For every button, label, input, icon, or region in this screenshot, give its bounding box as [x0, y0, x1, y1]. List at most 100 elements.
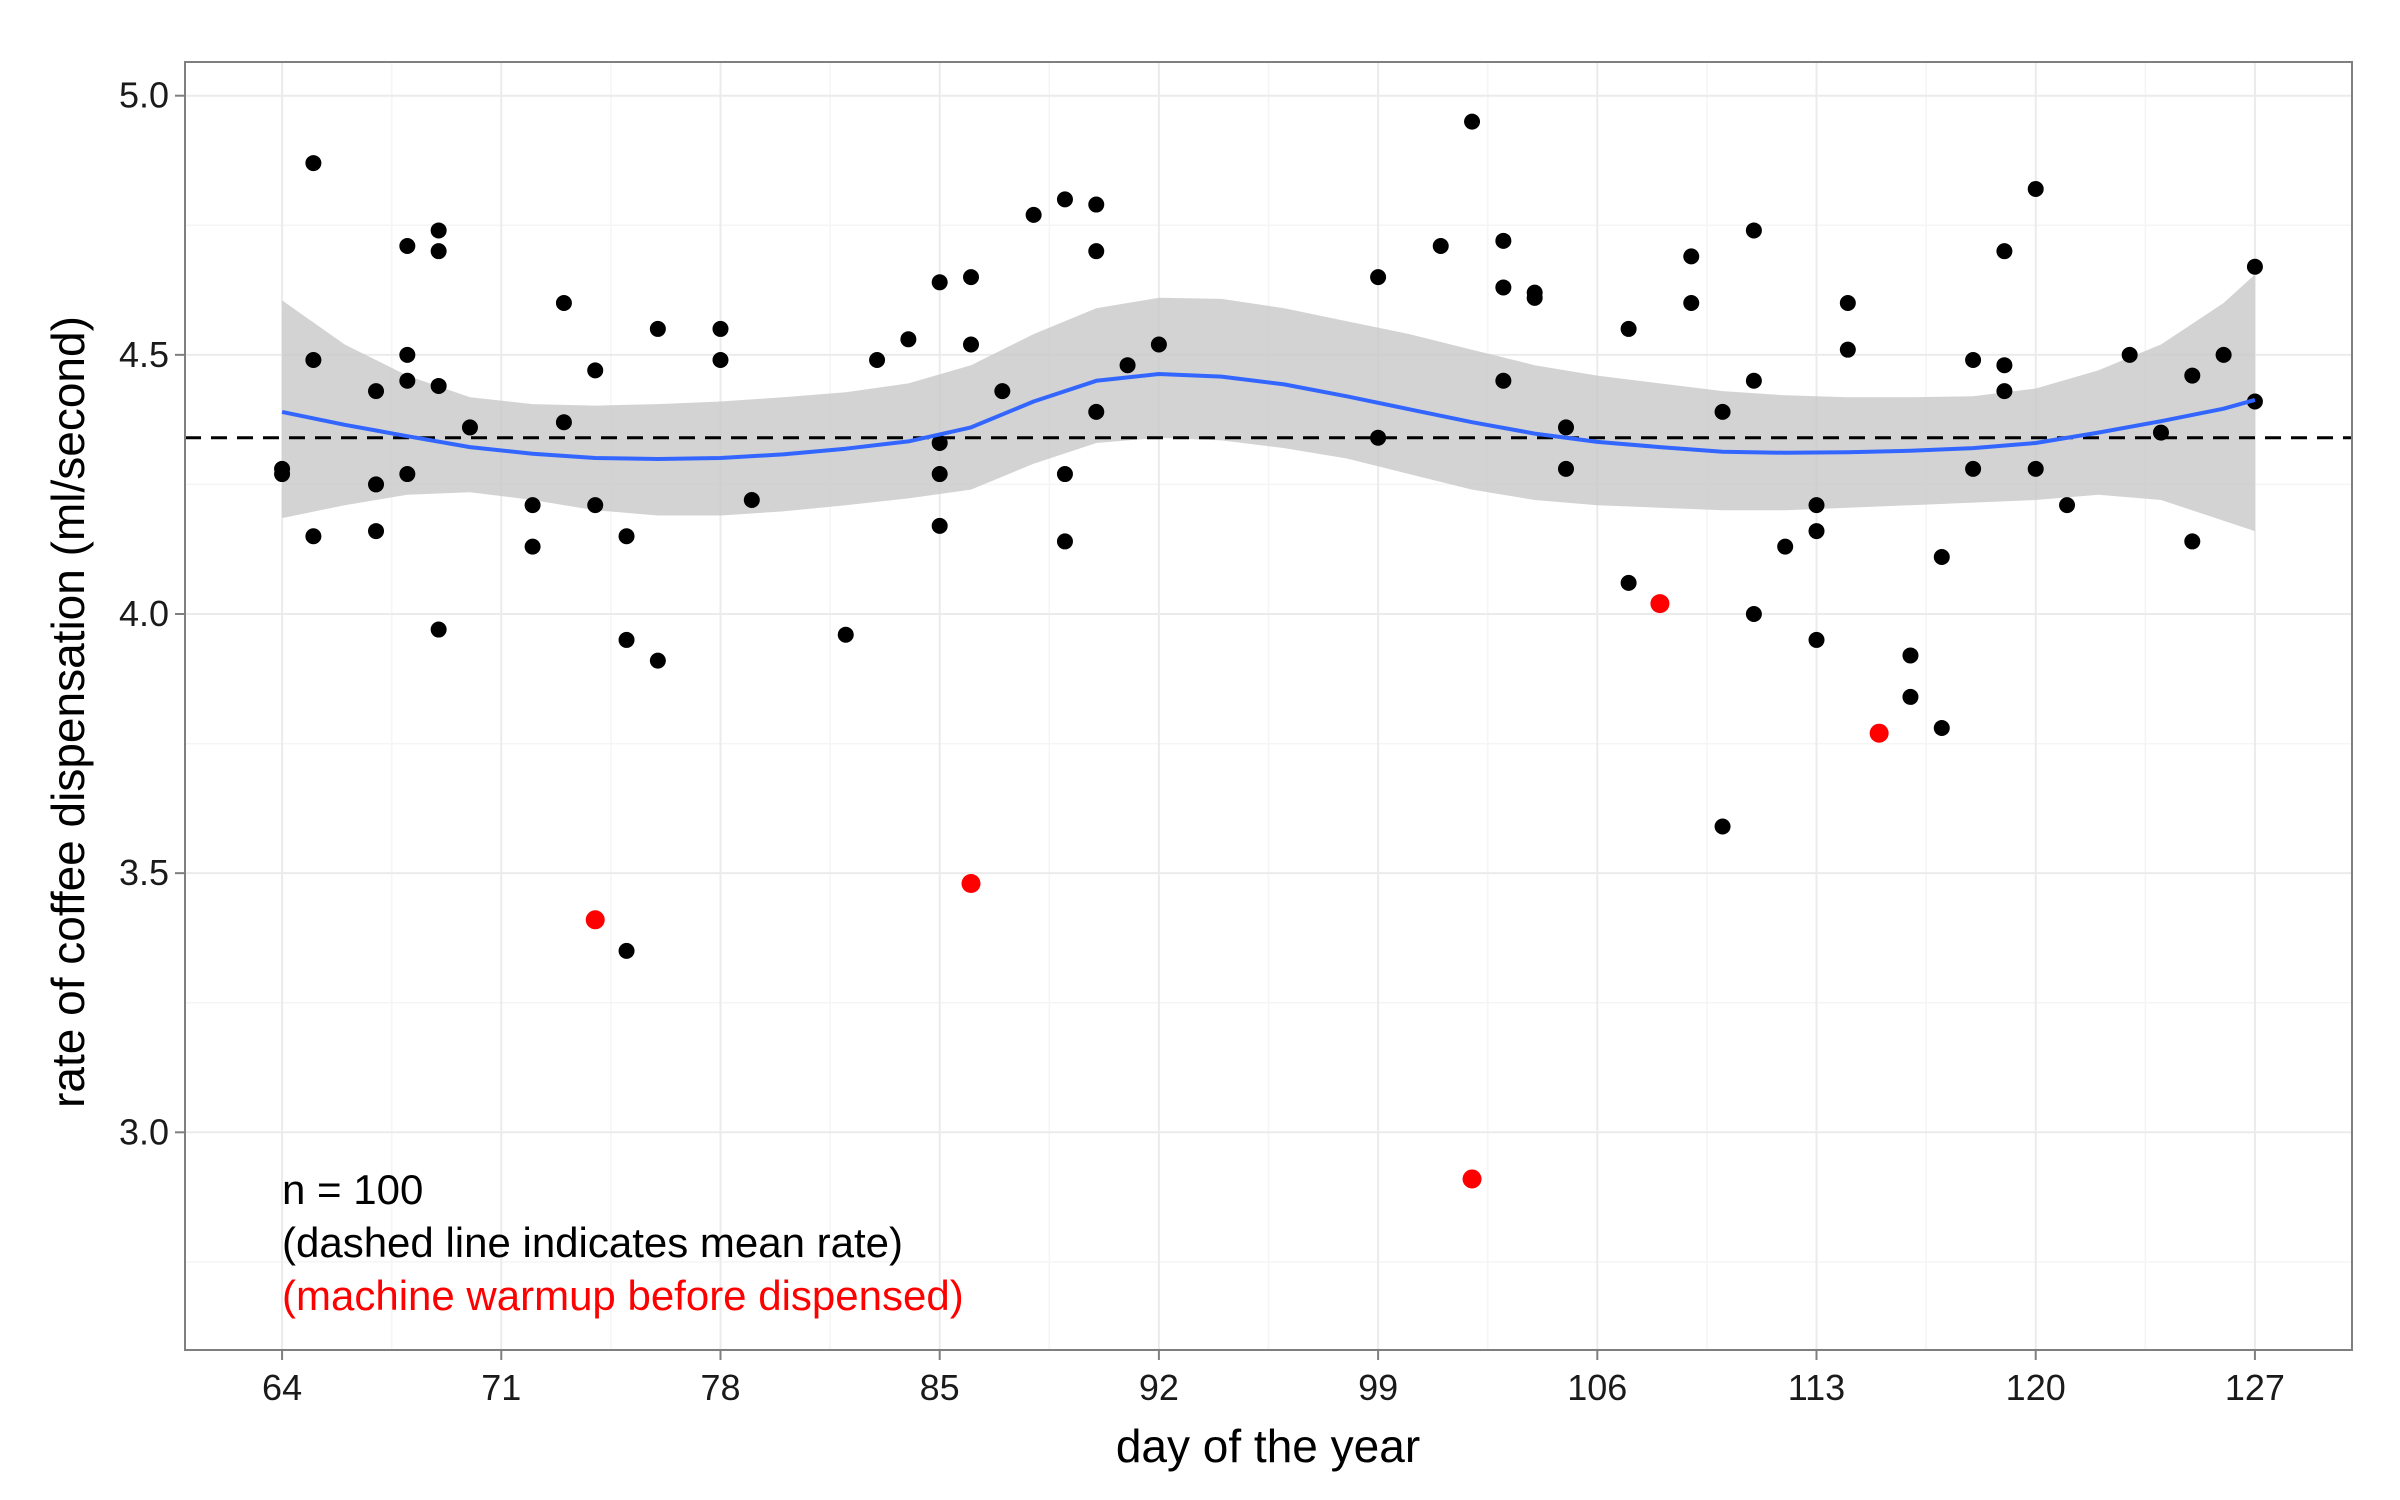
x-tick-label: 127 [2225, 1367, 2285, 1408]
annotation-warmup-note: (machine warmup before dispensed) [282, 1272, 964, 1319]
data-point [1714, 403, 1731, 420]
panel-frame-layer [184, 61, 2353, 1351]
data-point [399, 372, 416, 389]
data-point [1119, 357, 1136, 374]
data-point [587, 362, 604, 379]
data-point [1777, 538, 1794, 555]
data-point [1557, 419, 1574, 436]
y-tick-label: 3.0 [119, 1111, 169, 1152]
data-point [2027, 460, 2044, 477]
data-point [1808, 497, 1825, 514]
data-point [1839, 341, 1856, 358]
warmup-data-point [585, 910, 605, 930]
data-point [1965, 352, 1982, 369]
data-point [524, 538, 541, 555]
data-point [1495, 279, 1512, 296]
data-point [2184, 533, 2201, 550]
data-point [1370, 269, 1387, 286]
data-point [1683, 295, 1700, 312]
data-point [1464, 113, 1481, 130]
data-point [2184, 367, 2201, 384]
data-point [1965, 460, 1982, 477]
data-point [555, 414, 572, 431]
points-layer [274, 113, 2263, 1189]
data-point [1745, 606, 1762, 622]
x-tick-label: 120 [2006, 1367, 2066, 1408]
x-axis-title: day of the year [1116, 1420, 1420, 1472]
data-point [931, 466, 948, 483]
data-point [649, 320, 666, 337]
data-point [743, 491, 760, 508]
data-point [305, 352, 322, 369]
confidence-band [282, 274, 2255, 532]
grid-minor [185, 62, 2352, 1350]
data-point [837, 626, 854, 643]
data-point [430, 243, 447, 260]
x-tick-label: 106 [1567, 1367, 1627, 1408]
data-point [1683, 248, 1700, 265]
x-tick-label: 99 [1358, 1367, 1398, 1408]
data-point [1620, 574, 1637, 591]
data-point [524, 497, 541, 514]
data-point [649, 652, 666, 669]
annotation-mean-note: (dashed line indicates mean rate) [282, 1219, 903, 1266]
data-point [305, 155, 322, 172]
data-point [430, 377, 447, 394]
data-point [1056, 466, 1073, 483]
data-point [1714, 818, 1731, 835]
data-point [1370, 429, 1387, 446]
confidence-band-layer [282, 274, 2255, 532]
data-point [963, 269, 980, 286]
data-point [305, 528, 322, 545]
data-point [587, 497, 604, 514]
x-tick-label: 113 [1788, 1367, 1845, 1408]
data-point [2027, 180, 2044, 197]
data-point [1996, 383, 2013, 400]
x-tick-label: 64 [262, 1367, 302, 1408]
data-point [712, 352, 729, 369]
data-point [2246, 258, 2263, 275]
data-point [1902, 647, 1919, 664]
data-point [1056, 191, 1073, 208]
data-point [1745, 372, 1762, 389]
data-point [931, 517, 948, 534]
data-point [1432, 238, 1449, 254]
data-point [399, 346, 416, 363]
data-point [1902, 688, 1919, 705]
data-point [1996, 357, 2013, 374]
y-tick-label: 3.5 [119, 852, 169, 893]
warmup-data-point [1869, 723, 1889, 743]
data-point [399, 238, 416, 254]
x-tick-label: 71 [481, 1367, 521, 1408]
grid-major [185, 62, 2352, 1350]
warmup-data-point [961, 874, 981, 894]
data-point [900, 331, 917, 348]
x-tick-label: 85 [920, 1367, 960, 1408]
data-point [430, 621, 447, 638]
data-point [1526, 289, 1543, 306]
data-point [1088, 196, 1105, 213]
data-point [2059, 497, 2076, 514]
data-point [430, 222, 447, 239]
data-point [1056, 533, 1073, 550]
data-point [2215, 346, 2232, 363]
data-point [994, 383, 1011, 400]
x-axis-ticks: 64 71 78 85 92 99 106 113 120 127 [262, 1350, 2285, 1408]
data-point [1495, 232, 1512, 249]
data-point [869, 352, 886, 369]
data-point [368, 383, 385, 400]
smooth-line-layer [281, 372, 2256, 461]
data-point [931, 274, 948, 291]
data-point [1025, 206, 1042, 223]
data-point [618, 942, 635, 959]
y-tick-label: 4.0 [119, 593, 169, 634]
panel-border [184, 61, 2353, 1351]
warmup-data-point [1462, 1169, 1482, 1189]
data-point [368, 523, 385, 540]
data-point [1808, 523, 1825, 540]
data-point [368, 476, 385, 493]
y-axis-ticks: 3.0 3.5 4.0 4.5 5.0 [119, 75, 185, 1152]
x-tick-label: 78 [700, 1367, 740, 1408]
data-point [1933, 720, 1950, 737]
